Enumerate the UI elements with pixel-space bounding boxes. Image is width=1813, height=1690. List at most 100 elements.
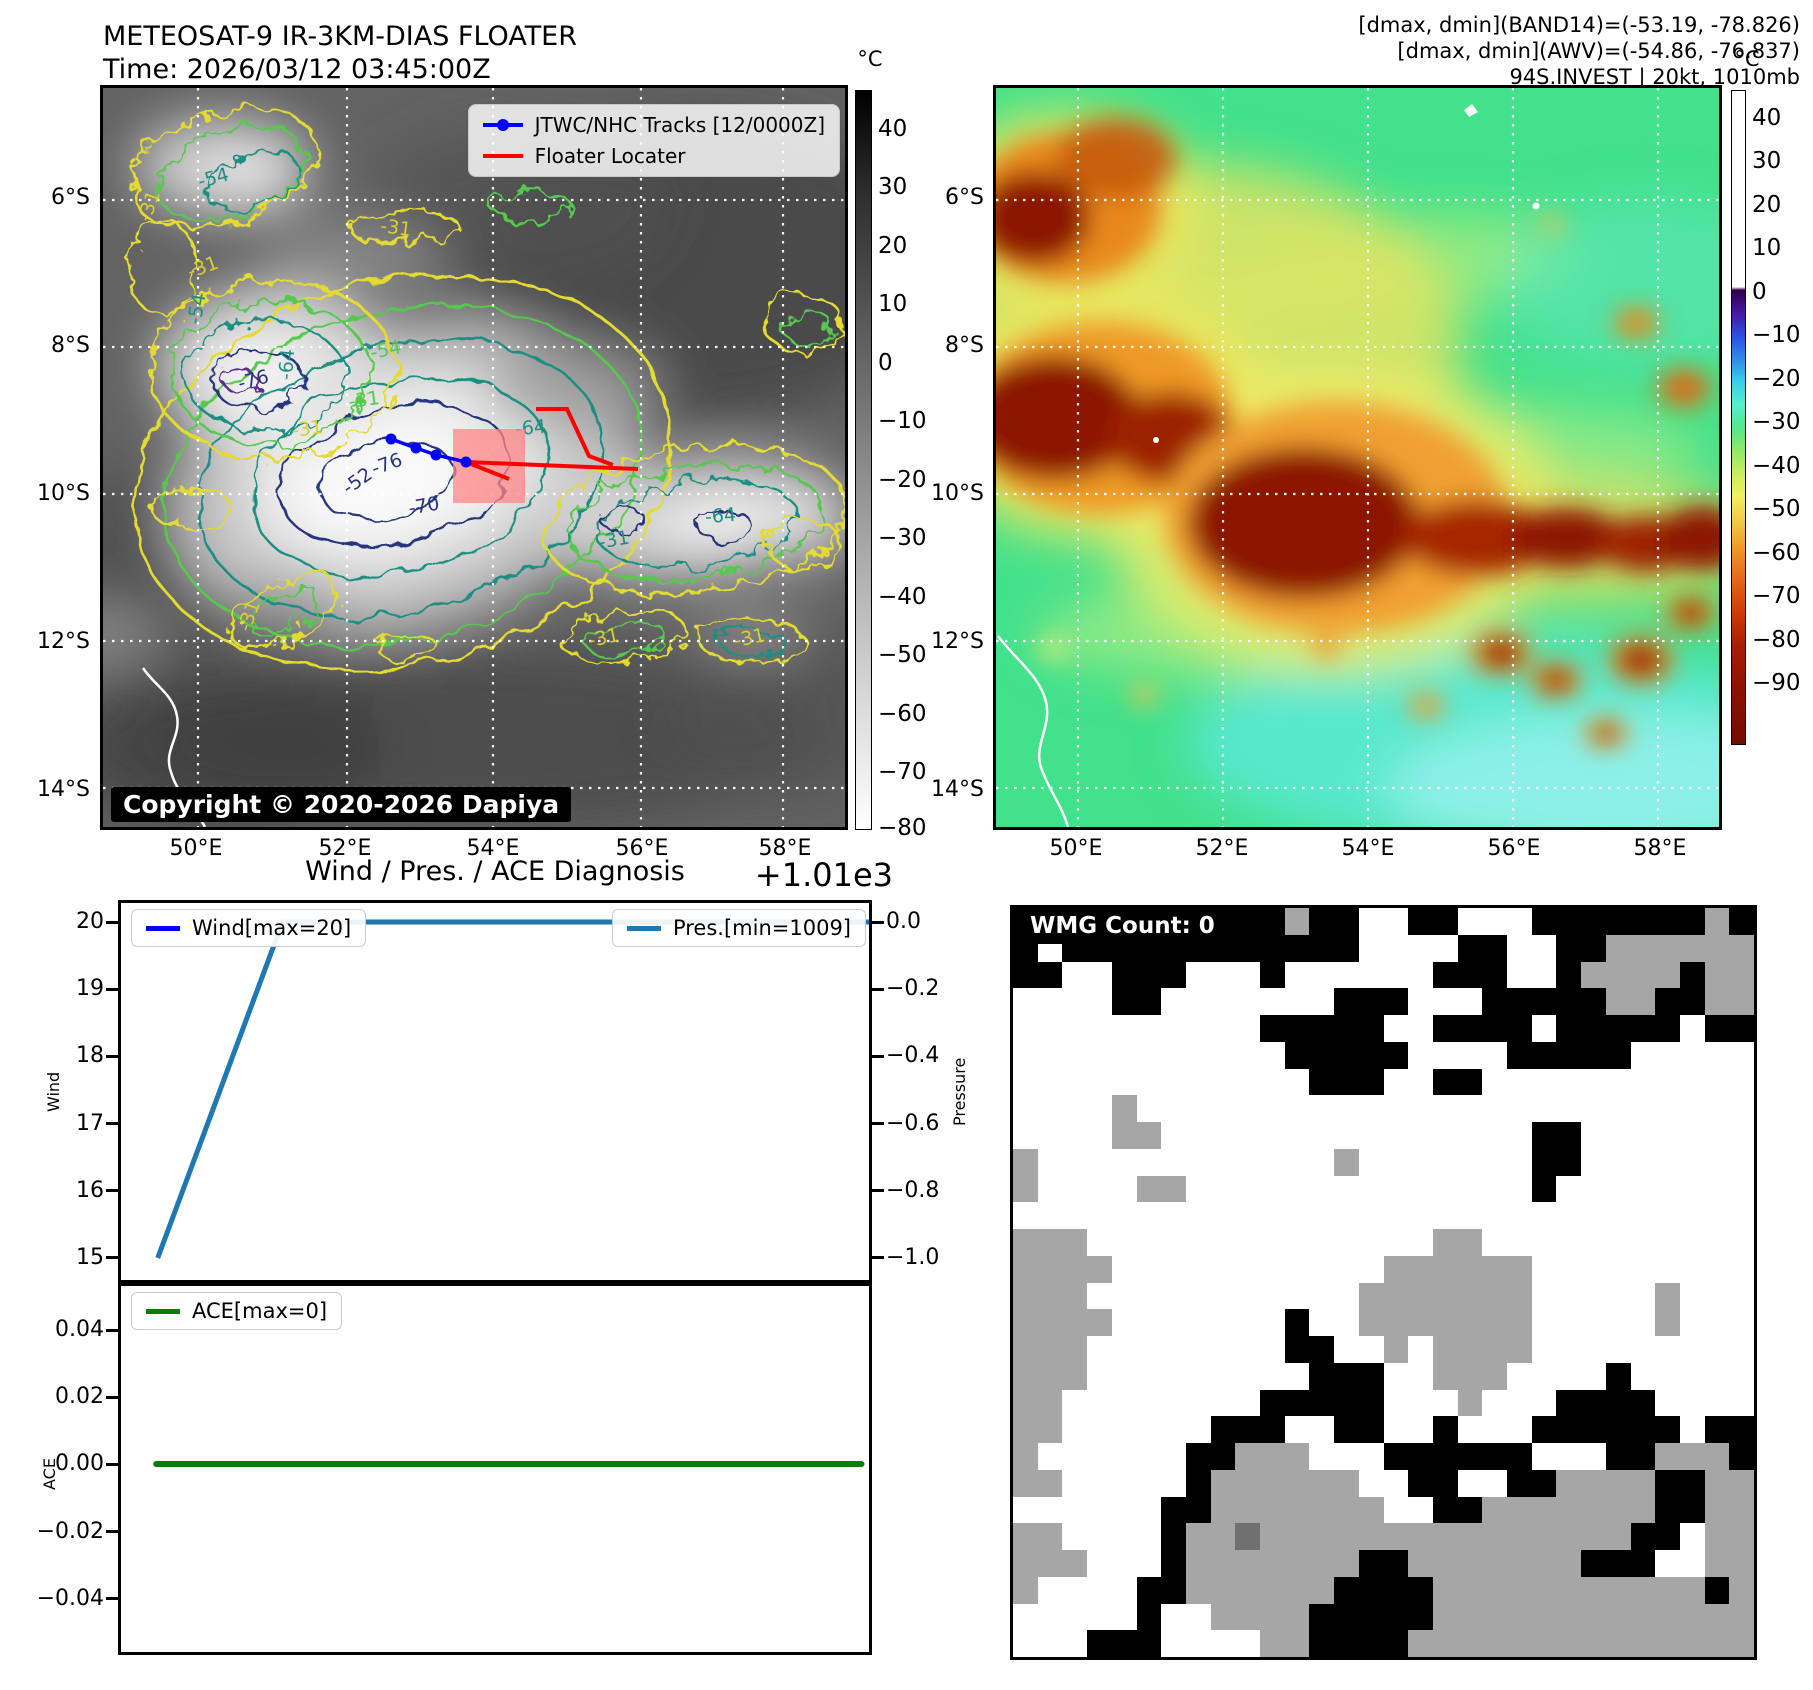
wmg-cell [1630,1443,1656,1470]
wmg-cell [1037,961,1063,989]
wmg-cell [1729,1523,1754,1550]
wmg-cell [1556,1603,1582,1631]
wmg-cell [1161,1469,1186,1497]
left-map-ytick: 6°S [51,185,90,210]
wmg-cell [1457,1175,1483,1203]
wmg-cell [1185,1603,1211,1631]
wmg-cell [1729,1469,1754,1497]
wmg-cell [1037,1175,1063,1203]
right-colorbar-tick: −70 [1752,583,1801,609]
tick-mark [872,1122,884,1125]
wmg-cell [1482,1630,1507,1657]
wmg-cell [1161,1095,1186,1122]
wmg-cell [1581,1550,1606,1577]
wmg-cell [1260,1282,1285,1310]
right-map-ytick: 10°S [931,481,984,506]
wmg-cell [1556,1175,1582,1203]
wmg-cell [1383,1336,1409,1363]
left-colorbar-tick: −70 [878,759,927,785]
left-map-ytick: 14°S [37,777,90,802]
wmg-cell [1087,1041,1112,1069]
wmg-cell [1210,1175,1236,1203]
wmg-cell [1136,1282,1162,1310]
wmg-cell [1260,1443,1285,1470]
wmg-cell [1408,1068,1433,1096]
wmg-cell [1235,1550,1260,1577]
wmg-cell [1383,1469,1409,1497]
jtwc-track [385,433,472,468]
wmg-cell [1581,988,1606,1015]
map-legend: JTWC/NHC Tracks [12/0000Z] Floater Locat… [467,104,840,177]
wmg-cell [1531,1122,1557,1149]
wmg-cell [1013,1041,1038,1069]
wmg-cell [1531,1255,1557,1283]
ir-grayscale-image: -54-31-31-31-54-64-76-54-31-31-76-52-70-… [103,88,845,827]
wmg-cell [1185,1148,1211,1176]
wind-ytick: 19 [76,976,104,1001]
wmg-cell [1037,1443,1063,1470]
wmg-cell [1383,1229,1409,1256]
wmg-cell [1062,1603,1088,1631]
wmg-cell [1704,1496,1730,1524]
wmg-cell [1185,961,1211,989]
wmg-cell [1408,934,1433,962]
wmg-cell [1655,1309,1680,1336]
wmg-cell [1161,1443,1186,1470]
left-colorbar-tick: −50 [878,642,927,668]
wmg-cell [1161,1496,1186,1524]
wmg-cell [1605,1362,1631,1390]
tick-mark [106,1122,118,1125]
wmg-cell [1507,1336,1532,1363]
wmg-cell [1111,1576,1137,1604]
right-map-xtick: 54°E [1341,836,1395,861]
wmg-cell [1704,1603,1730,1631]
wmg-cell [1383,1550,1409,1577]
wmg-cell [1630,1041,1656,1069]
wmg-cell [1655,1122,1680,1149]
wmg-cell [1284,1630,1310,1657]
legend-track-row: JTWC/NHC Tracks [12/0000Z] [482,113,825,137]
wmg-cell [1210,1282,1236,1310]
wmg-cell [1408,908,1433,935]
wmg-cell [1679,934,1705,962]
wmg-cell [1630,961,1656,989]
wmg-cell [1284,1603,1310,1631]
wmg-cell [1605,1576,1631,1604]
wmg-cell [1655,1469,1680,1497]
wmg-cell [1235,1389,1260,1417]
wmg-cell [1309,1255,1335,1283]
wmg-cell [1062,1336,1088,1363]
wmg-cell [1136,961,1162,989]
wmg-cell [1111,1175,1137,1203]
contour-label: -64 [275,348,300,381]
wmg-cell [1630,1255,1656,1283]
wmg-cell [1334,1576,1359,1604]
wmg-cell [1284,1309,1310,1336]
wmg-cell [1185,1282,1211,1310]
wmg-cell [1581,1389,1606,1417]
wmg-cell [1679,1362,1705,1390]
wmg-cell [1531,1336,1557,1363]
wmg-count-badge: WMG Count: 0 [1012,908,1233,944]
wmg-cell [1284,1336,1310,1363]
wmg-cell [1556,1469,1582,1497]
wmg-cell [1309,1576,1335,1604]
track-point [410,442,422,454]
wmg-cell [1210,1255,1236,1283]
wmg-cell [1457,1389,1483,1417]
wmg-cell [1235,1416,1260,1443]
chart-title: Wind / Pres. / ACE Diagnosis [305,856,685,887]
wmg-cell [1581,1443,1606,1470]
wmg-cell [1482,961,1507,989]
wmg-cell [1704,1416,1730,1443]
wmg-cell [1729,1576,1754,1604]
wmg-cell [1235,1015,1260,1042]
wmg-cell [1383,1603,1409,1631]
wmg-cell [1704,1389,1730,1417]
wmg-cell [1457,1309,1483,1336]
wmg-cell [1581,961,1606,989]
ir-enhanced-map [993,85,1722,830]
wmg-cell [1358,1630,1384,1657]
wmg-cell [1210,1630,1236,1657]
